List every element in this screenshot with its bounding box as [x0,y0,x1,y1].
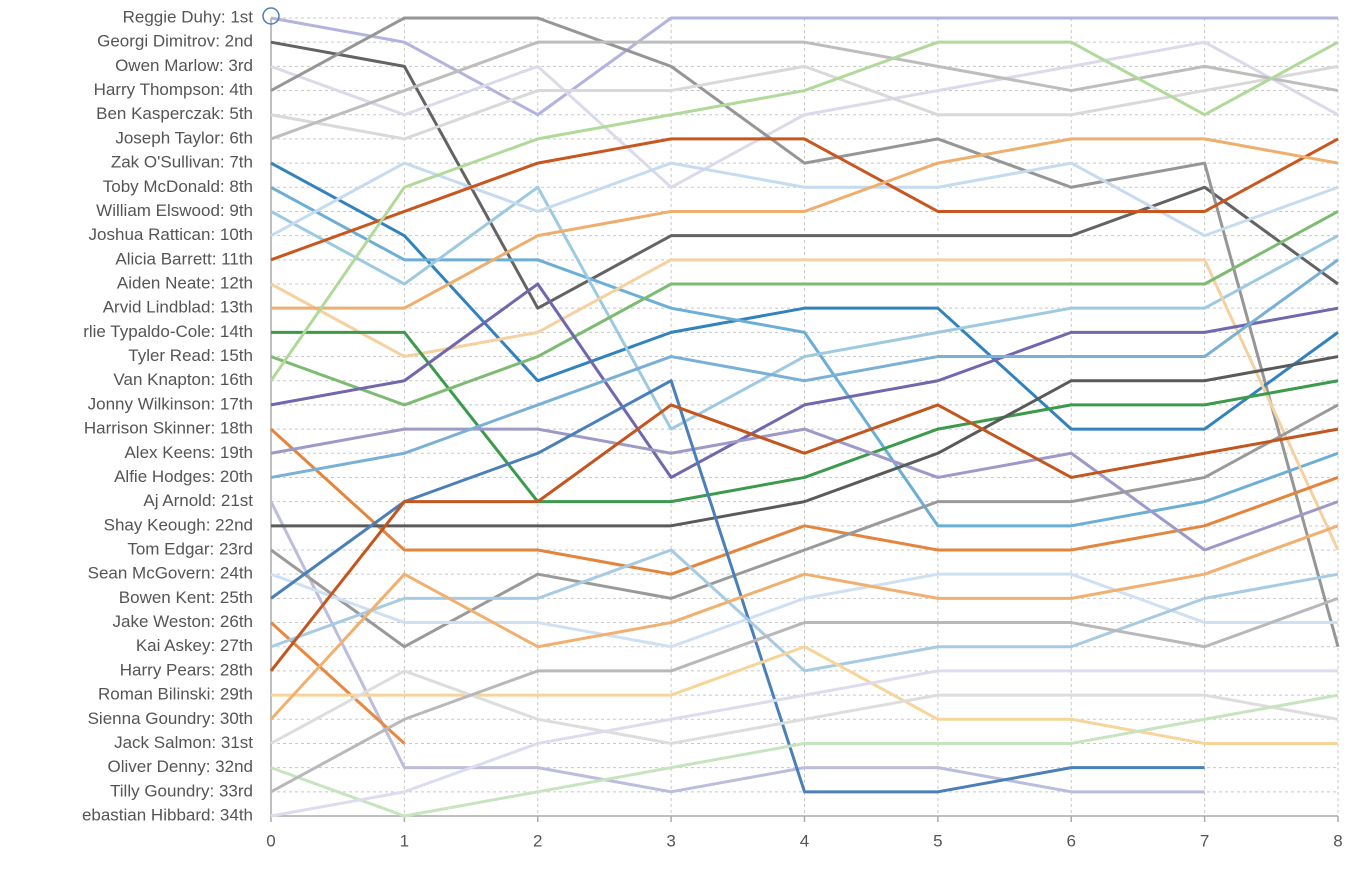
series-line [269,524,1339,721]
y-tick-label: Alex Keens: 19th [124,443,253,462]
y-tick-label: Ben Kasperczak: 5th [96,104,253,123]
x-tick-label: 0 [266,831,275,850]
y-tick-label: Jack Salmon: 31st [114,733,253,752]
series-line [270,40,1339,310]
y-tick-label: Arvid Lindblad: 13th [103,298,253,317]
series-line [270,548,1339,673]
series-line [270,427,1339,552]
series-line [270,596,1339,794]
series-line [269,40,1339,382]
series-line [270,16,1340,648]
series-line [269,427,1339,576]
y-tick-label: Georgi Dimitrov: 2nd [97,32,253,51]
y-tick-label: Shay Keough: 22nd [104,515,253,534]
y-tick-label: Owen Marlow: 3rd [115,56,253,75]
y-tick-label: Aiden Neate: 12th [117,273,253,292]
x-tick-label: 5 [933,831,942,850]
x-tick-label: 8 [1333,831,1342,850]
series-line [270,16,1338,117]
series-line [270,64,1339,141]
series-line [270,669,1339,745]
y-tick-label: Harry Thompson: 4th [94,80,253,99]
series-line [270,40,1339,141]
y-tick-label: Alicia Barrett: 11th [115,249,253,268]
y-tick-label: Roman Bilinski: 29th [98,685,253,704]
y-tick-label: Zak O'Sullivan: 7th [111,153,253,172]
lines [269,16,1340,818]
y-tick-label: Reggie Duhy: 1st [123,7,254,26]
series-line [270,379,1205,794]
y-tick-label: Joshua Rattican: 10th [89,225,253,244]
y-tick-label: Tom Edgar: 23rd [127,539,253,558]
x-tick-label: 4 [800,831,809,850]
y-tick-label: Sean McGovern: 24th [88,564,253,583]
y-tick-label: Toby McDonald: 8th [103,177,253,196]
series-line [271,645,1338,745]
y-tick-label: Harrison Skinner: 18th [84,419,253,438]
y-tick-label: Jake Weston: 26th [113,612,254,631]
series-line [270,210,1339,407]
x-tick-label: 7 [1200,831,1209,850]
y-tick-label: Tilly Goundry: 33rd [110,781,253,800]
series-line [270,572,1338,649]
series-line [271,355,1339,528]
x-tick-label: 1 [400,831,409,850]
y-tick-label: Joseph Taylor: 6th [115,128,253,147]
y-tick-label: Alfie Hodges: 20th [114,467,253,486]
labels: Reggie Duhy: 1st Georgi Dimitrov: 2nd Owen… [82,7,1343,850]
series-line [270,40,1339,189]
series-line [271,137,1339,310]
y-tick-label: Van Knapton: 16th [113,370,253,389]
y-tick-label: Oliver Denny: 32nd [107,757,253,776]
y-tick-label: Bowen Kent: 25th [119,588,253,607]
x-tick-label: 3 [666,831,675,850]
series-line [270,693,1339,818]
y-tick-label: Sienna Goundry: 30th [88,709,253,728]
series-line [270,185,1339,431]
series-line [270,669,1338,818]
y-tick-label: William Elswood: 9th [96,201,253,220]
y-tick-label: Aj Arnold: 21st [143,491,253,510]
series-line [269,500,1205,794]
y-tick-label: rlie Typaldo-Cole: 14th [83,322,253,341]
y-tick-label: Kai Askey: 27th [136,636,253,655]
series-line [270,137,1339,262]
series-line [270,258,1339,479]
y-tick-label: ebastian Hibbard: 34th [82,805,253,824]
hover-marker [262,7,280,25]
x-tick-label: 2 [533,831,542,850]
y-tick-label: Tyler Read: 15th [128,346,253,365]
series-line [270,185,1339,528]
y-tick-label: Harry Pears: 28th [120,660,253,679]
y-tick-label: Jonny Wilkinson: 17th [88,394,253,413]
series-line [269,403,1339,672]
x-tick-label: 6 [1067,831,1076,850]
series-line [270,282,1339,479]
